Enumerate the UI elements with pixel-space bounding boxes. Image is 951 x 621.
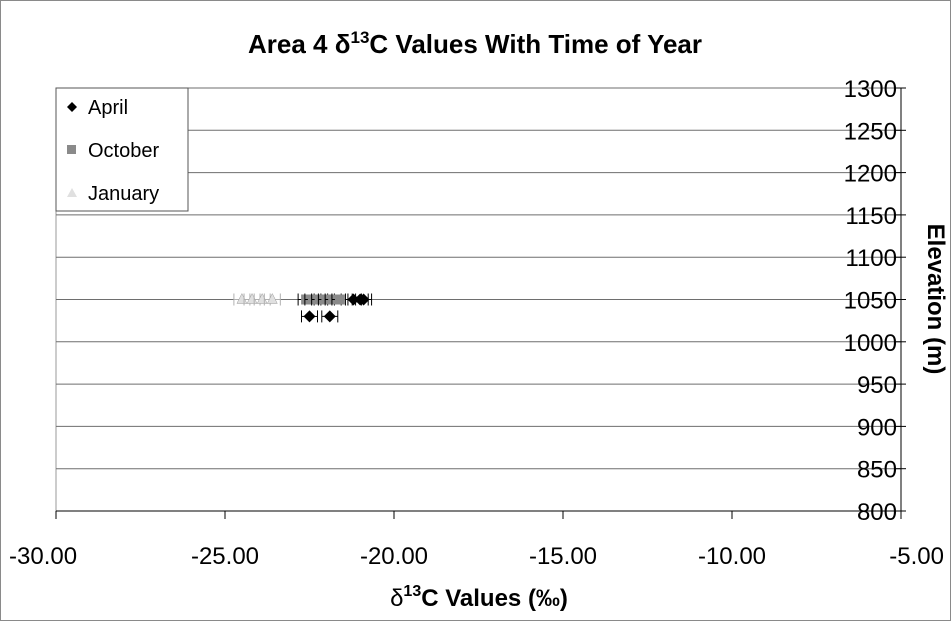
legend-january-label: January	[88, 183, 159, 205]
legend-october-label: October	[88, 140, 159, 162]
y-tick-label: 1200	[844, 161, 897, 188]
data-point-april	[303, 310, 316, 323]
x-tick-label: -15.00	[529, 543, 597, 570]
x-axis-label-delta: δ	[390, 585, 403, 612]
legend-april-label: April	[88, 97, 128, 119]
data-point-october	[334, 294, 345, 305]
x-axis-label-superscript: 13	[403, 583, 421, 600]
data-point-january	[266, 292, 278, 304]
legend-january-marker	[67, 188, 77, 197]
y-tick-label: 900	[857, 414, 897, 441]
x-axis-label: δ13C Values (‰)	[390, 583, 568, 612]
data-point-april	[323, 310, 336, 323]
chart-title-suffix: C Values With Time of Year	[369, 29, 702, 59]
chart-title-prefix: Area 4	[248, 29, 335, 59]
data-points	[233, 292, 373, 323]
x-axis-label-suffix: C Values (‰)	[421, 585, 568, 612]
chart-title-delta: δ	[335, 29, 351, 59]
legend: April October January	[55, 87, 189, 212]
y-tick-label: 1250	[844, 118, 897, 145]
x-tick-label: -10.00	[698, 543, 766, 570]
y-axis-label: Elevation (m)	[922, 224, 949, 375]
y-tick-label: 950	[857, 372, 897, 399]
x-tick-label: -5.00	[889, 543, 944, 570]
legend-box	[55, 87, 189, 212]
y-axis: 800 850 900 950 1000 1050 1100 1150 1200 1250 1300	[844, 76, 906, 526]
y-tick-label: 850	[857, 457, 897, 484]
legend-april-marker	[67, 102, 77, 112]
y-tick-label: 1100	[845, 245, 897, 272]
y-tick-label: 800	[857, 499, 897, 526]
data-point-april	[357, 293, 370, 306]
x-tick-label: -30.00	[9, 543, 77, 570]
chart-title-superscript: 13	[351, 28, 370, 47]
y-tick-label: 1000	[844, 330, 897, 357]
x-tick-label: -20.00	[360, 543, 428, 570]
x-axis: -30.00 -25.00 -20.00 -15.00 -10.00 -5.00	[9, 510, 944, 570]
chart-title: Area 4 δ13C Values With Time of Year	[248, 28, 702, 59]
x-tick-label: -25.00	[191, 543, 259, 570]
legend-october-marker	[67, 145, 76, 154]
y-tick-label: 1150	[845, 203, 897, 230]
y-tick-label: 1300	[844, 76, 897, 103]
y-tick-label: 1050	[844, 288, 897, 315]
